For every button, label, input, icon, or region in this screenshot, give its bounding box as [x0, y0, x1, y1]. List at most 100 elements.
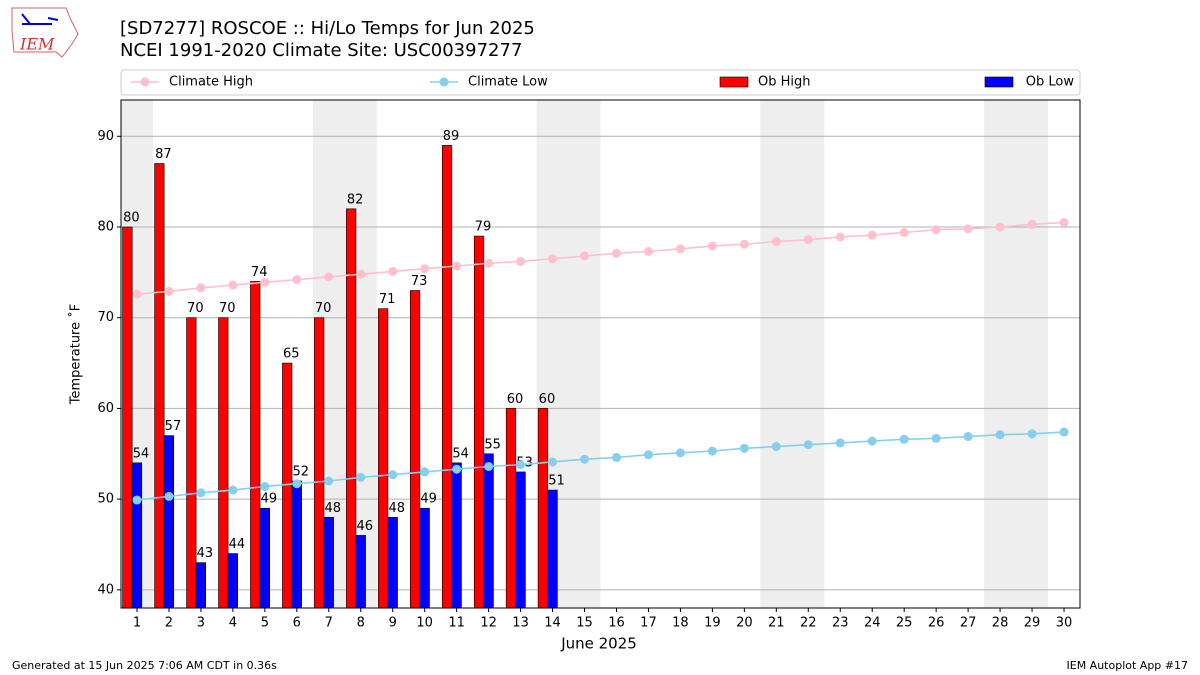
point: [739, 239, 749, 249]
point: [516, 460, 526, 470]
x-tick-label: 17: [640, 616, 657, 631]
bar: [483, 453, 494, 609]
data-label: 89: [443, 129, 460, 144]
legend-box: [120, 69, 1081, 96]
point: [132, 289, 142, 299]
legend-swatch: [719, 76, 749, 88]
x-tick-label: 23: [832, 616, 849, 631]
point: [835, 438, 845, 448]
x-tick-label: 1: [133, 616, 141, 631]
y-tick-label: 90: [97, 129, 114, 144]
point: [292, 275, 302, 285]
point: [675, 448, 685, 458]
bar: [195, 562, 207, 609]
point: [452, 464, 462, 474]
point: [292, 479, 302, 489]
y-axis-label: Temperature ˚F: [68, 304, 84, 405]
y-tick-label: 70: [97, 310, 114, 325]
line: [136, 221, 1065, 295]
x-tick-label: 3: [197, 616, 205, 631]
shaded-range: [984, 100, 1049, 608]
bar: [218, 317, 229, 609]
x-tick-label: 2: [165, 616, 173, 631]
point: [995, 430, 1005, 440]
x-tick-label: 11: [448, 616, 465, 631]
plot-frame: [120, 99, 1081, 609]
point: [484, 258, 494, 268]
bar: [441, 145, 453, 609]
x-tick-label: 10: [416, 616, 433, 631]
data-label: 70: [219, 301, 236, 316]
x-tick-label: 21: [768, 616, 785, 631]
legend-label: Climate Low: [468, 75, 548, 90]
bar: [387, 516, 398, 609]
point: [675, 244, 685, 254]
data-label: 46: [356, 519, 373, 534]
x-tick-label: 20: [736, 616, 753, 631]
point: [611, 452, 621, 462]
data-label: 44: [229, 537, 246, 552]
point: [643, 450, 653, 460]
footer-right: IEM Autoplot App #17: [1067, 659, 1189, 672]
data-label: 55: [484, 437, 501, 452]
point: [931, 433, 941, 443]
point: [164, 491, 174, 501]
data-label: 74: [251, 265, 268, 280]
point: [356, 472, 366, 482]
y-tick-label: 40: [97, 582, 114, 597]
x-tick-label: 6: [293, 616, 301, 631]
data-label: 73: [411, 274, 428, 289]
data-label: 70: [187, 301, 204, 316]
point: [1027, 429, 1037, 439]
x-tick-label: 29: [1024, 616, 1041, 631]
chart-subtitle: NCEI 1991-2020 Climate Site: USC00397277: [120, 40, 522, 61]
point: [196, 283, 206, 293]
point: [643, 246, 653, 256]
x-tick-label: 26: [928, 616, 945, 631]
point: [995, 222, 1005, 232]
data-label: 80: [123, 211, 140, 226]
data-label: 48: [325, 501, 342, 516]
data-label: 54: [133, 446, 150, 461]
data-label: 57: [165, 419, 182, 434]
x-tick-label: 12: [480, 616, 497, 631]
data-label: 65: [283, 347, 300, 362]
point: [164, 286, 174, 296]
point: [324, 476, 334, 486]
x-tick-label: 28: [992, 616, 1009, 631]
x-tick-label: 25: [896, 616, 913, 631]
bar: [154, 163, 165, 609]
bar: [515, 471, 526, 609]
legend-label: Climate High: [169, 75, 253, 90]
x-tick-label: 27: [960, 616, 977, 631]
point: [228, 280, 238, 290]
point: [771, 237, 781, 247]
bar: [409, 290, 421, 609]
point: [260, 277, 270, 287]
bar: [314, 317, 325, 609]
x-tick-label: 19: [704, 616, 721, 631]
data-label: 60: [539, 392, 556, 407]
data-label: 60: [507, 392, 524, 407]
point: [899, 227, 909, 237]
point: [452, 261, 462, 271]
point: [835, 232, 845, 242]
point: [388, 266, 398, 276]
data-label: 49: [420, 492, 437, 507]
x-tick-label: 8: [357, 616, 365, 631]
point: [420, 264, 430, 274]
point: [420, 467, 430, 477]
x-tick-label: 24: [864, 616, 881, 631]
y-tick-label: 60: [97, 401, 114, 416]
point: [356, 269, 366, 279]
bar: [163, 435, 175, 609]
x-tick-label: 4: [229, 616, 237, 631]
point: [132, 495, 142, 505]
point: [611, 248, 621, 258]
x-tick-label: 13: [512, 616, 529, 631]
bar: [259, 507, 270, 609]
point: [196, 488, 206, 498]
x-axis-label: June 2025: [560, 635, 637, 653]
bar: [346, 208, 357, 609]
